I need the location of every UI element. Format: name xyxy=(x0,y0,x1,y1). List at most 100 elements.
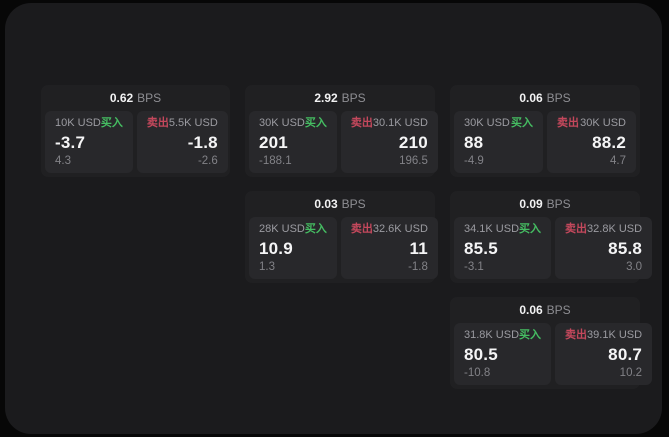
sell-price: 80.7 xyxy=(608,344,643,364)
quote-panels: 31.8K USD 买入 80.5 -10.8 卖出 39.1K USD 80.… xyxy=(454,323,653,385)
bps-value: 0.03 xyxy=(314,197,338,211)
card-header: 0.03 BPS xyxy=(245,191,435,217)
card-header: 0.06 BPS xyxy=(450,297,640,323)
buy-delta: -188.1 xyxy=(259,155,292,167)
sell-amount: 30.1K USD xyxy=(372,117,428,129)
bps-unit-label: BPS xyxy=(546,91,571,105)
sell-price: -1.8 xyxy=(187,132,218,152)
sell-side-label: 卖出 xyxy=(146,117,169,129)
bps-value: 0.06 xyxy=(519,91,543,105)
sell-amount: 32.6K USD xyxy=(372,223,428,235)
sell-delta: 10.2 xyxy=(619,367,643,379)
sell-side-label: 卖出 xyxy=(557,117,579,129)
buy-panel-top: 34.1K USD 买入 xyxy=(464,223,541,236)
quote-panels: 10K USD 买入 -3.7 4.3 卖出 5.5K USD -1.8 -2.… xyxy=(45,111,228,173)
buy-amount: 34.1K USD xyxy=(464,223,520,235)
quote-panels: 28K USD 买入 10.9 1.3 卖出 32.6K USD 11 -1.8 xyxy=(249,217,438,279)
bps-unit-label: BPS xyxy=(546,197,571,211)
sell-price: 88.2 xyxy=(592,132,626,152)
buy-price: 88 xyxy=(464,132,484,152)
buy-panel[interactable]: 28K USD 买入 10.9 1.3 xyxy=(249,217,337,279)
sell-amount: 5.5K USD xyxy=(168,117,218,129)
buy-amount: 30K USD xyxy=(259,117,305,129)
buy-side-label: 买入 xyxy=(511,117,533,129)
sell-panel-top: 卖出 30K USD xyxy=(557,117,626,130)
app-window: 0.62 BPS 10K USD 买入 -3.7 4.3 卖出 5.5K USD… xyxy=(5,3,662,434)
buy-price: 85.5 xyxy=(464,238,498,258)
quote-panels: 30K USD 买入 201 -188.1 卖出 30.1K USD 210 1… xyxy=(249,111,438,173)
sell-amount: 32.8K USD xyxy=(587,223,643,235)
buy-price: 201 xyxy=(259,132,288,152)
buy-panel-top: 10K USD 买入 xyxy=(55,117,123,130)
quote-card-3: 0.06 BPS 30K USD 买入 88 -4.9 卖出 30K USD 8… xyxy=(450,85,640,177)
sell-price: 85.8 xyxy=(608,238,643,258)
buy-price: 80.5 xyxy=(464,344,498,364)
buy-side-label: 买入 xyxy=(519,223,542,235)
sell-panel[interactable]: 卖出 30K USD 88.2 4.7 xyxy=(547,111,636,173)
sell-panel[interactable]: 卖出 30.1K USD 210 196.5 xyxy=(340,111,438,173)
bps-value: 0.09 xyxy=(519,197,543,211)
buy-delta: -3.1 xyxy=(464,261,484,273)
bps-value: 0.06 xyxy=(519,303,543,317)
buy-panel-top: 28K USD 买入 xyxy=(259,223,327,236)
buy-side-label: 买入 xyxy=(304,223,327,235)
buy-panel[interactable]: 31.8K USD 买入 80.5 -10.8 xyxy=(454,323,552,385)
bps-value: 2.92 xyxy=(314,91,338,105)
card-header: 0.62 BPS xyxy=(41,85,230,111)
buy-panel[interactable]: 34.1K USD 买入 85.5 -3.1 xyxy=(454,217,552,279)
bps-unit-label: BPS xyxy=(341,91,366,105)
quote-panels: 30K USD 买入 88 -4.9 卖出 30K USD 88.2 4.7 xyxy=(454,111,636,173)
card-header: 2.92 BPS xyxy=(245,85,435,111)
buy-panel[interactable]: 30K USD 买入 88 -4.9 xyxy=(454,111,543,173)
sell-side-label: 卖出 xyxy=(565,223,588,235)
quote-card-4: 0.03 BPS 28K USD 买入 10.9 1.3 卖出 32.6K US… xyxy=(245,191,438,283)
sell-panel[interactable]: 卖出 32.8K USD 85.8 3.0 xyxy=(555,217,653,279)
bps-unit-label: BPS xyxy=(546,303,571,317)
quote-card-2: 2.92 BPS 30K USD 买入 201 -188.1 卖出 30.1K … xyxy=(245,85,438,177)
buy-amount: 30K USD xyxy=(464,117,510,129)
buy-delta: -4.9 xyxy=(464,155,484,167)
sell-delta: 4.7 xyxy=(610,155,626,167)
quote-card-1: 0.62 BPS 10K USD 买入 -3.7 4.3 卖出 5.5K USD… xyxy=(41,85,230,177)
sell-panel-top: 卖出 5.5K USD xyxy=(147,117,218,130)
buy-panel-top: 30K USD 买入 xyxy=(464,117,533,130)
sell-delta: 3.0 xyxy=(626,261,643,273)
quote-card-5: 0.09 BPS 34.1K USD 买入 85.5 -3.1 卖出 32.8K… xyxy=(450,191,653,283)
quote-card-6: 0.06 BPS 31.8K USD 买入 80.5 -10.8 卖出 39.1… xyxy=(450,297,653,389)
sell-side-label: 卖出 xyxy=(350,223,373,235)
sell-side-label: 卖出 xyxy=(565,329,588,341)
buy-side-label: 买入 xyxy=(304,117,327,129)
sell-panel-top: 卖出 30.1K USD xyxy=(351,117,428,130)
sell-panel-top: 卖出 32.8K USD xyxy=(565,223,642,236)
quote-panels: 34.1K USD 买入 85.5 -3.1 卖出 32.8K USD 85.8… xyxy=(454,217,653,279)
sell-price: 210 xyxy=(398,132,428,152)
sell-delta: -1.8 xyxy=(408,261,428,273)
buy-price: -3.7 xyxy=(55,132,86,152)
sell-panel[interactable]: 卖出 5.5K USD -1.8 -2.6 xyxy=(136,111,228,173)
sell-delta: 196.5 xyxy=(399,155,428,167)
buy-delta: 4.3 xyxy=(55,155,71,167)
card-header: 0.06 BPS xyxy=(450,85,640,111)
buy-panel[interactable]: 30K USD 买入 201 -188.1 xyxy=(249,111,337,173)
sell-panel-top: 卖出 32.6K USD xyxy=(351,223,428,236)
buy-panel-top: 31.8K USD 买入 xyxy=(464,329,541,342)
buy-side-label: 买入 xyxy=(519,329,542,341)
buy-amount: 10K USD xyxy=(55,117,101,129)
card-header: 0.09 BPS xyxy=(450,191,640,217)
buy-side-label: 买入 xyxy=(100,117,123,129)
buy-panel[interactable]: 10K USD 买入 -3.7 4.3 xyxy=(45,111,133,173)
buy-delta: -10.8 xyxy=(464,367,491,379)
sell-amount: 30K USD xyxy=(580,117,626,129)
buy-panel-top: 30K USD 买入 xyxy=(259,117,327,130)
sell-amount: 39.1K USD xyxy=(587,329,643,341)
sell-side-label: 卖出 xyxy=(350,117,373,129)
bps-unit-label: BPS xyxy=(341,197,366,211)
bps-value: 0.62 xyxy=(109,91,134,105)
bps-unit-label: BPS xyxy=(137,91,162,105)
buy-amount: 31.8K USD xyxy=(464,329,520,341)
buy-amount: 28K USD xyxy=(259,223,305,235)
sell-panel[interactable]: 卖出 32.6K USD 11 -1.8 xyxy=(340,217,438,279)
sell-panel-top: 卖出 39.1K USD xyxy=(565,329,642,342)
buy-price: 10.9 xyxy=(259,238,293,258)
sell-panel[interactable]: 卖出 39.1K USD 80.7 10.2 xyxy=(555,323,653,385)
